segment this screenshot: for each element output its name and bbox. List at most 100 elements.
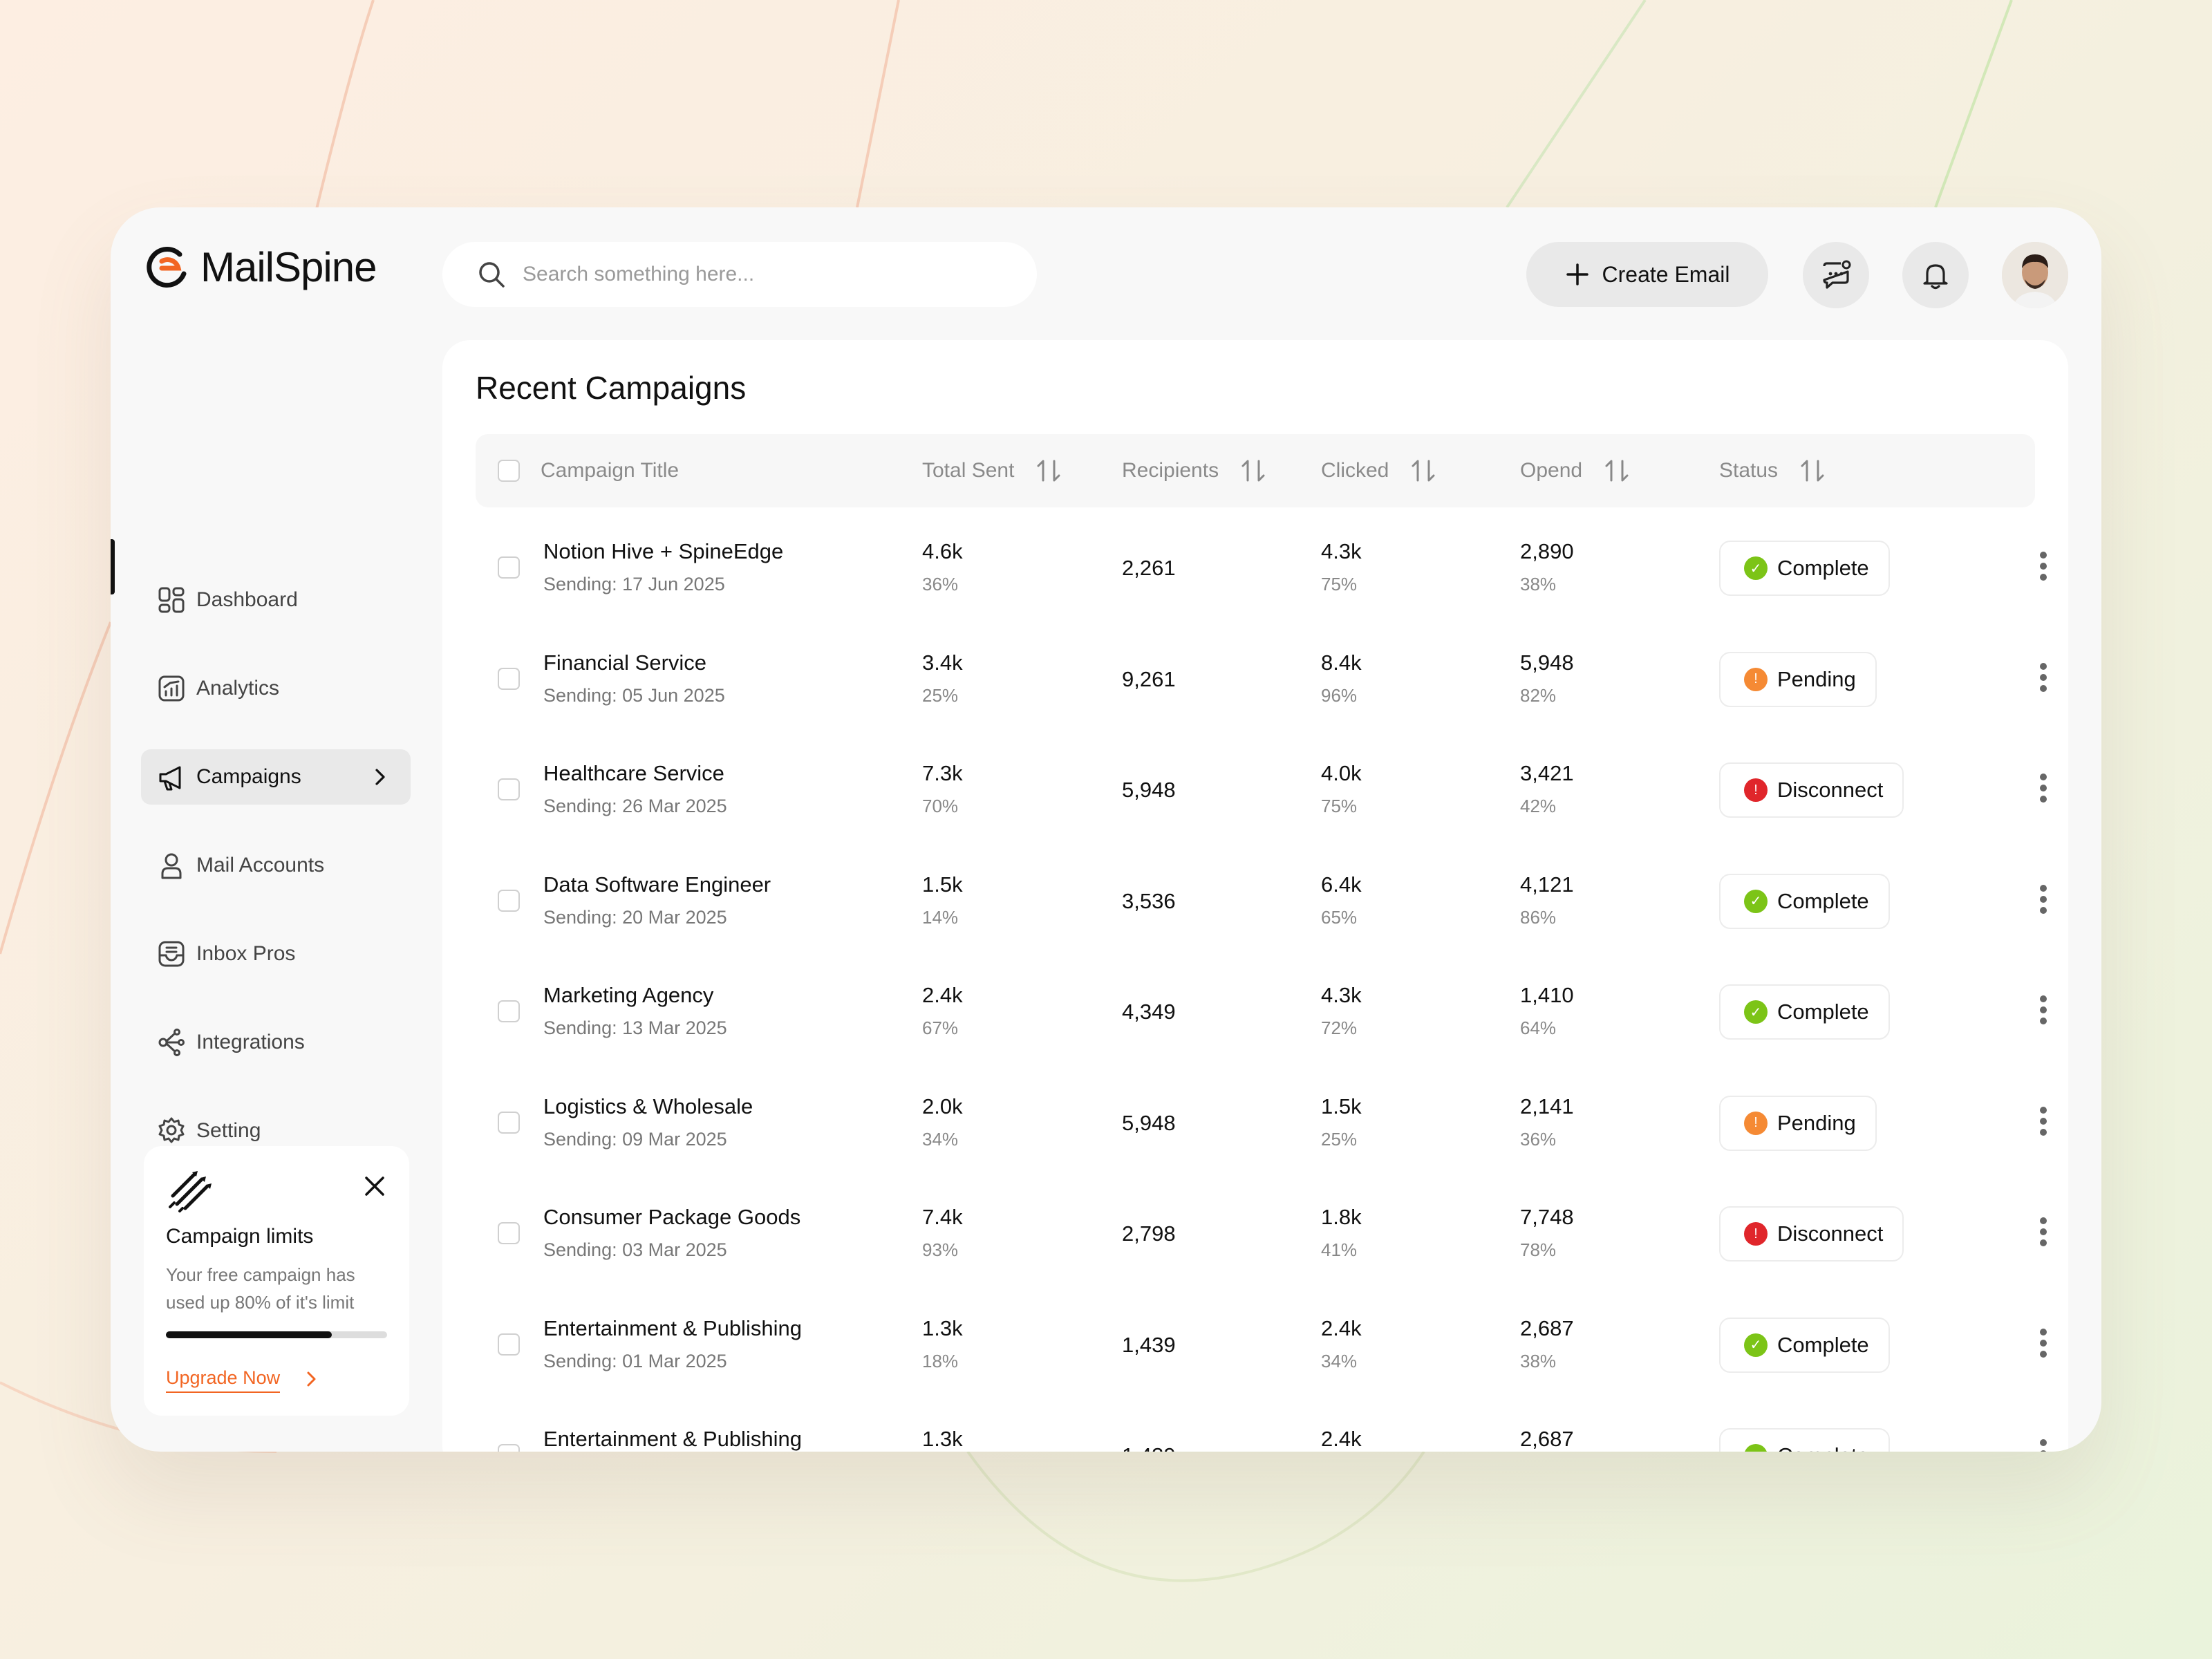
sort-icon[interactable] [1799,457,1826,485]
row-checkbox[interactable] [498,556,520,579]
select-all-checkbox[interactable] [498,460,520,482]
more-options-icon[interactable] [2039,769,2047,807]
dashboard-icon [158,587,185,613]
column-total-sent[interactable]: Total Sent [922,434,1062,507]
status-badge[interactable]: ! Disconnect [1719,1206,1904,1262]
messages-button[interactable] [1803,242,1869,308]
row-checkbox[interactable] [498,1000,520,1022]
notifications-button[interactable] [1902,242,1969,308]
table-row[interactable]: Entertainment & Publishing 1.3k 1,439 2.4k 2… [476,1400,2047,1452]
more-options-icon[interactable] [2039,1103,2047,1140]
search-input[interactable] [521,262,1008,287]
row-checkbox[interactable] [498,1444,520,1452]
sidebar-item-inbox-pros[interactable]: Inbox Pros [141,926,411,982]
campaign-title-cell[interactable]: Marketing Agency Sending: 13 Mar 2025 [543,983,727,1039]
sidebar-item-integrations[interactable]: Integrations [141,1015,411,1070]
row-checkbox[interactable] [498,1333,520,1356]
search-bar[interactable] [442,242,1037,307]
sidebar-item-mail-accounts[interactable]: Mail Accounts [141,838,411,893]
status-label: Pending [1777,1110,1856,1135]
brand-logo[interactable]: MailSpine [145,243,377,291]
clicked-percent: 65% [1321,906,1358,928]
sidebar-item-campaigns[interactable]: Campaigns [141,749,411,805]
campaign-title-cell[interactable]: Data Software Engineer Sending: 20 Mar 20… [543,872,771,928]
mailspine-logo-icon [147,246,187,288]
row-checkbox[interactable] [498,889,520,912]
sort-icon[interactable] [1035,457,1062,485]
status-badge[interactable]: ! Pending [1719,651,1877,707]
close-icon[interactable] [361,1172,388,1200]
sidebar-item-label: Mail Accounts [196,854,325,877]
recipients-value: 9,261 [1122,666,1176,691]
table-row[interactable]: Data Software Engineer Sending: 20 Mar 20… [476,846,2047,957]
row-checkbox[interactable] [498,1222,520,1244]
campaign-title-cell[interactable]: Financial Service Sending: 05 Jun 2025 [543,650,725,706]
table-row[interactable]: Notion Hive + SpineEdge Sending: 17 Jun 2… [476,513,2047,624]
row-checkbox[interactable] [498,667,520,690]
table-row[interactable]: Healthcare Service Sending: 26 Mar 2025 7.… [476,735,2047,845]
opened-cell: 2,687 38% [1520,1316,1574,1372]
status-badge[interactable]: ✓ Complete [1719,541,1890,596]
opened-value: 7,748 [1520,1205,1574,1229]
upgrade-now-link[interactable]: Upgrade Now [166,1367,281,1393]
column-status[interactable]: Status [1719,434,1826,507]
campaign-title: Financial Service [543,650,707,675]
total-sent-cell: 7.3k 70% [922,761,963,817]
sort-icon[interactable] [1239,457,1267,485]
clicked-value: 4.0k [1321,761,1362,785]
table-row[interactable]: Marketing Agency Sending: 13 Mar 2025 2.4k… [476,957,2047,1067]
campaign-title-cell[interactable]: Entertainment & Publishing Sending: 01 Ma… [543,1316,802,1372]
sending-date: Sending: 17 Jun 2025 [543,574,725,594]
campaign-title-cell[interactable]: Healthcare Service Sending: 26 Mar 2025 [543,761,727,817]
opened-percent: 38% [1520,1350,1557,1371]
column-clicked[interactable]: Clicked [1321,434,1437,507]
row-checkbox[interactable] [498,1111,520,1134]
total-sent-value: 1.3k [922,1315,963,1340]
clicked-value: 1.5k [1321,1094,1362,1118]
sidebar-item-dashboard[interactable]: Dashboard [141,572,411,628]
analytics-icon [158,675,185,702]
user-avatar[interactable] [2002,242,2068,308]
campaign-title: Data Software Engineer [543,872,771,897]
more-options-icon[interactable] [2039,1435,2047,1452]
campaign-title-cell[interactable]: Consumer Package Goods Sending: 03 Mar 20… [543,1205,800,1261]
sidebar-item-analytics[interactable]: Analytics [141,661,411,716]
clicked-cell: 4.3k 75% [1321,539,1362,595]
table-row[interactable]: Consumer Package Goods Sending: 03 Mar 20… [476,1179,2047,1289]
campaign-title-cell[interactable]: Logistics & Wholesale Sending: 09 Mar 202… [543,1094,753,1150]
more-options-icon[interactable] [2039,1324,2047,1362]
table-row[interactable]: Financial Service Sending: 05 Jun 2025 3.4… [476,624,2047,735]
row-checkbox[interactable] [498,778,520,800]
status-badge[interactable]: ✓ Complete [1719,1317,1890,1373]
more-options-icon[interactable] [2039,659,2047,696]
status-badge[interactable]: ✓ Complete [1719,984,1890,1040]
table-row[interactable]: Logistics & Wholesale Sending: 09 Mar 202… [476,1068,2047,1179]
column-recipients[interactable]: Recipients [1122,434,1267,507]
opened-cell: 2,141 36% [1520,1094,1574,1150]
status-badge[interactable]: ✓ Complete [1719,1428,1890,1452]
more-options-icon[interactable] [2039,1213,2047,1250]
recipients-value: 5,948 [1122,1110,1176,1135]
sidebar-item-setting[interactable]: Setting [141,1103,411,1159]
column-opend[interactable]: Opend [1520,434,1631,507]
status-badge[interactable]: ✓ Complete [1719,873,1890,929]
status-badge[interactable]: ! Disconnect [1719,762,1904,818]
chevron-right-icon[interactable] [301,1369,322,1389]
column-campaign-title[interactable]: Campaign Title [498,434,679,507]
campaign-title-cell[interactable]: Notion Hive + SpineEdge Sending: 17 Jun 2… [543,539,783,595]
more-options-icon[interactable] [2039,547,2047,585]
more-options-icon[interactable] [2039,991,2047,1029]
create-email-button[interactable]: Create Email [1526,242,1768,307]
more-options-icon[interactable] [2039,881,2047,918]
table-row[interactable]: Entertainment & Publishing Sending: 01 Ma… [476,1290,2047,1400]
total-sent-value: 2.4k [922,983,963,1007]
status-badge[interactable]: ! Pending [1719,1095,1877,1151]
bell-icon [1923,264,1948,290]
total-sent-value: 7.3k [922,761,963,785]
opened-value: 3,421 [1520,761,1574,785]
sort-icon[interactable] [1603,457,1631,485]
total-sent-percent: 34% [922,1128,959,1150]
sort-icon[interactable] [1409,457,1437,485]
campaign-title-cell[interactable]: Entertainment & Publishing [543,1427,802,1452]
clicked-cell: 1.5k 25% [1321,1094,1362,1150]
